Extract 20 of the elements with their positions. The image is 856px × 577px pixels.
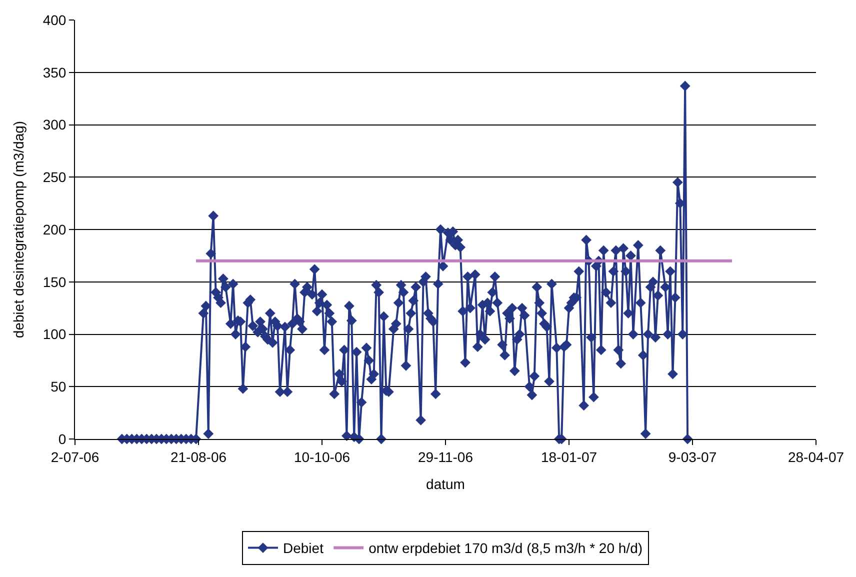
y-tick-label: 300 [42,116,66,133]
x-tick-label: 9-03-07 [668,448,717,465]
x-tick-label: 21-08-06 [170,448,227,465]
y-tick-label: 0 [58,430,66,447]
y-tick-label: 50 [50,378,66,395]
x-tick-label: 10-10-06 [294,448,350,465]
x-axis-title: datum [426,476,465,492]
y-tick-label: 350 [42,64,66,80]
y-tick-label: 250 [42,169,66,186]
x-tick-label: 28-04-07 [788,448,844,465]
x-tick-label: 2-07-06 [50,448,100,465]
y-tick-label: 200 [42,221,66,238]
x-tick-label: 29-11-06 [418,448,474,465]
y-axis-title: debiet desintegratiepomp (m3/dag) [10,120,26,338]
x-tick-label: 18-01-07 [540,448,598,465]
legend-label: ontw erpdebiet 170 m3/d (8,5 m3/h * 20 h/d) [368,540,643,556]
y-tick-label: 150 [42,274,66,290]
legend-label: Debiet [283,540,324,556]
y-tick-label: 100 [42,326,66,342]
y-tick-label: 400 [42,12,66,28]
